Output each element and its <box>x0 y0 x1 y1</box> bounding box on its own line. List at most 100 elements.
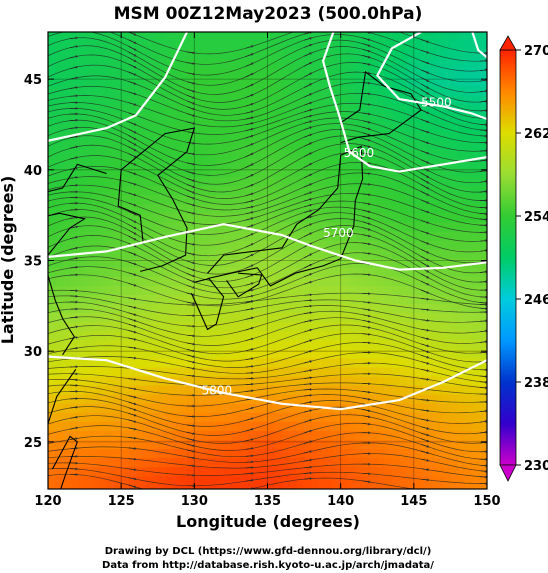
streamline-arrow <box>128 330 137 334</box>
streamline-arrow <box>245 447 255 450</box>
heat-cell <box>399 168 408 178</box>
heat-cell <box>157 385 166 396</box>
heat-cell <box>333 485 342 489</box>
heat-cell <box>245 104 254 115</box>
heat-cell <box>238 430 247 441</box>
heat-cell <box>443 131 452 142</box>
heat-cell <box>311 385 320 396</box>
heat-cell <box>55 122 64 133</box>
heat-cell <box>172 322 181 332</box>
heat-cell <box>172 41 181 51</box>
heat-cell <box>318 304 327 314</box>
streamline-arrow <box>420 159 430 164</box>
heat-cell <box>55 140 64 151</box>
heat-cell <box>99 403 108 414</box>
heat-cell <box>274 158 283 169</box>
heat-cell <box>347 113 356 124</box>
streamline-arrow <box>304 393 313 397</box>
heat-cell <box>304 322 312 332</box>
heat-cell <box>128 403 137 414</box>
heat-cell <box>238 50 247 60</box>
heat-cell <box>252 149 261 160</box>
heat-cell <box>216 77 225 88</box>
heat-cell <box>260 331 269 341</box>
heat-cell <box>304 313 312 323</box>
heat-cell <box>165 385 173 396</box>
streamline-arrow <box>128 377 137 381</box>
heat-cell <box>150 458 159 468</box>
streamline-arrow <box>479 350 487 354</box>
heat-cell <box>194 349 203 360</box>
streamline-arrow <box>362 55 371 59</box>
streamline-arrow <box>186 81 196 85</box>
heat-cell <box>304 168 312 178</box>
heat-cell <box>223 430 232 441</box>
streamline-arrow <box>420 172 430 178</box>
heat-cell <box>77 113 86 124</box>
streamline <box>48 242 487 291</box>
heat-cell <box>369 32 378 42</box>
heat-cell <box>384 276 393 287</box>
heat-cell <box>311 430 320 441</box>
heat-cell <box>413 131 422 142</box>
heat-cell <box>384 385 393 396</box>
heat-cell <box>318 177 327 187</box>
heat-cell <box>48 158 56 169</box>
heat-cell <box>289 331 298 341</box>
heat-cell <box>245 313 254 323</box>
heat-cell <box>106 249 115 260</box>
heat-cell <box>48 104 56 115</box>
streamline-arrow <box>69 55 79 59</box>
streamline-arrow <box>303 62 313 67</box>
heat-cell <box>245 340 254 350</box>
heat-cell <box>355 376 364 387</box>
heat-cell <box>223 294 232 305</box>
heat-cell <box>369 430 378 441</box>
streamline-arrow <box>69 405 79 409</box>
heat-cell <box>208 294 217 305</box>
heat-cell <box>106 149 115 160</box>
heat-cell <box>311 276 320 287</box>
heat-cell <box>282 331 291 341</box>
streamline-arrow <box>186 285 196 289</box>
heat-cell <box>201 476 210 486</box>
heat-cell <box>450 294 459 305</box>
heat-cell <box>369 267 378 278</box>
heat-cell <box>106 231 115 242</box>
streamline-arrow <box>304 409 313 413</box>
heat-cell <box>62 412 71 423</box>
heat-cell <box>435 168 444 178</box>
heat-cell <box>435 430 444 441</box>
heat-cell <box>128 59 137 69</box>
heat-cell <box>399 122 408 133</box>
heat-cell <box>91 476 100 486</box>
heat-cell <box>413 294 422 305</box>
heat-cell <box>106 285 115 296</box>
heat-cell <box>428 313 437 323</box>
heat-cell <box>443 249 452 260</box>
heat-cell <box>326 421 334 432</box>
heat-cell <box>106 113 115 124</box>
heat-cell <box>391 122 400 133</box>
streamline-arrow <box>479 340 487 344</box>
heat-cell <box>267 385 276 396</box>
streamline-arrow <box>420 140 430 144</box>
heat-cell <box>304 440 312 450</box>
heat-cell <box>187 304 195 314</box>
heat-cell <box>91 367 100 378</box>
heat-cell <box>216 358 225 369</box>
heat-cell <box>260 285 269 296</box>
heat-cell <box>326 276 334 287</box>
heat-cell <box>304 340 312 350</box>
streamline-arrow <box>245 357 255 361</box>
heat-cell <box>333 476 342 486</box>
streamline-arrow <box>245 264 254 269</box>
heat-cell <box>77 158 86 169</box>
heat-cell <box>421 476 430 486</box>
heat-cell <box>69 122 78 133</box>
heat-cell <box>84 367 93 378</box>
heat-cell <box>347 485 356 489</box>
heat-cell <box>106 267 115 278</box>
heat-cell <box>267 458 276 468</box>
heat-cell <box>113 485 122 489</box>
